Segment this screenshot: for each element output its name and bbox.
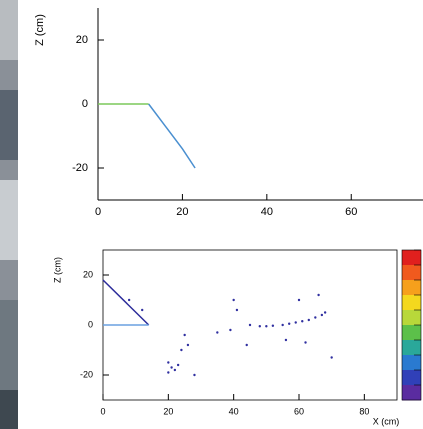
hit-point	[245, 343, 248, 347]
y-tick-label: 0	[82, 98, 88, 110]
x-tick-label: 80	[359, 406, 369, 416]
hit-point	[248, 323, 252, 327]
hit-point	[314, 316, 317, 319]
hit-point	[180, 348, 183, 352]
photo-part	[0, 0, 18, 60]
hit-point	[297, 298, 301, 302]
x-tick-label: 20	[176, 206, 188, 218]
hit-point	[304, 341, 307, 344]
colorbar-segment	[402, 310, 421, 326]
hit-point	[141, 308, 144, 312]
hit-point	[229, 328, 232, 332]
x-tick-label: 0	[100, 406, 105, 416]
hit-point	[320, 313, 324, 317]
photo-part	[0, 180, 18, 260]
hit-point	[301, 320, 304, 323]
x-axis-label: X (cm)	[373, 416, 400, 426]
hit-point	[167, 361, 170, 364]
y-tick-label: -20	[72, 162, 88, 174]
colorbar-segment	[402, 280, 421, 296]
y-tick-label: 0	[88, 319, 93, 329]
colorbar-segment	[402, 265, 421, 281]
y-axis-label: Z (cm)	[34, 14, 46, 46]
hit-point	[170, 366, 173, 369]
hit-point	[235, 308, 239, 312]
hit-point	[294, 321, 297, 324]
hit-point	[232, 298, 235, 302]
hit-point	[186, 343, 190, 347]
y-tick-label: 20	[76, 34, 88, 46]
photo-part	[0, 390, 18, 429]
x-tick-label: 20	[163, 406, 173, 416]
x-tick-label: 40	[261, 206, 273, 218]
hit-point	[176, 363, 180, 367]
colorbar-segment	[402, 385, 421, 401]
x-tick-label: 60	[345, 206, 357, 218]
x-tick-label: 40	[229, 406, 239, 416]
track-line	[148, 103, 196, 169]
x-tick-label: 60	[294, 406, 304, 416]
colorbar-segment	[402, 340, 421, 356]
hit-point	[288, 322, 291, 325]
hit-point	[317, 293, 320, 297]
hit-point	[307, 318, 310, 322]
hit-point	[193, 373, 196, 377]
colorbar-segment	[402, 325, 421, 341]
hit-point	[183, 333, 186, 337]
y-tick-label: 20	[83, 269, 93, 279]
photo-strip	[0, 0, 18, 429]
colorbar-segment	[402, 355, 421, 371]
hit-point	[258, 325, 261, 328]
hit-point	[323, 311, 327, 314]
hit-point	[281, 323, 284, 327]
x-tick-label: 0	[95, 206, 101, 218]
hit-point	[284, 338, 288, 342]
colorbar-frame	[401, 249, 422, 401]
hit-point	[265, 325, 268, 328]
colorbar-segment	[402, 370, 421, 386]
colorbar-segment	[402, 295, 421, 311]
hit-point	[173, 368, 177, 372]
hit-point	[127, 298, 131, 302]
colorbar-segment	[402, 250, 421, 266]
hit-point	[216, 331, 219, 334]
hit-point	[167, 371, 170, 374]
photo-part	[0, 300, 18, 390]
hit-point	[271, 324, 275, 327]
track-line	[102, 279, 150, 326]
photo-part	[0, 90, 18, 160]
y-tick-label: -20	[80, 369, 93, 379]
y-axis-label: Z (cm)	[52, 257, 62, 283]
hit-point	[330, 356, 333, 359]
